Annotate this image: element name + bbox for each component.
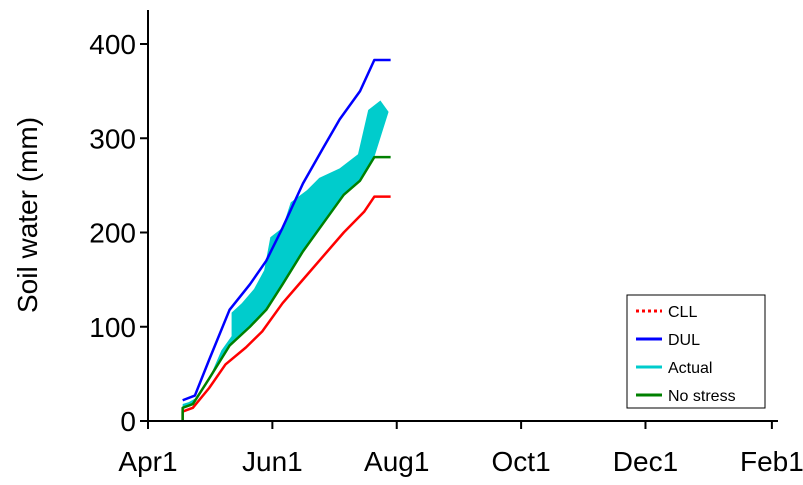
y-tick-label: 400	[89, 29, 136, 60]
y-axis-title: Soil water (mm)	[12, 117, 43, 313]
series-dul-line	[182, 58, 391, 402]
y-tick-label: 200	[89, 218, 136, 249]
y-tick-label: 0	[120, 406, 136, 437]
legend-label-no-stress: No stress	[668, 388, 736, 405]
x-tick-label: Dec1	[613, 446, 678, 477]
x-tick-label: Oct1	[492, 446, 551, 477]
axes-layer	[147, 10, 778, 422]
x-tick-label: Aug1	[364, 446, 429, 477]
legend-label-cll: CLL	[668, 304, 697, 321]
series-layer	[181, 58, 391, 421]
y-tick-label: 300	[89, 123, 136, 154]
ticks-layer: 0 100 200 300 400 Apr1 Jun1 Aug1 Oct1 Dec1 Feb1	[89, 29, 803, 477]
legend-label-actual: Actual	[668, 360, 712, 377]
x-tick-label: Jun1	[242, 446, 303, 477]
legend-box	[626, 294, 766, 409]
x-tick-label: Apr1	[118, 446, 177, 477]
series-cll-line	[181, 195, 391, 421]
series-no-stress-line	[181, 155, 391, 421]
legend: CLL DUL Actual No stress	[626, 294, 766, 409]
y-tick-label: 100	[89, 312, 136, 343]
legend-label-dul: DUL	[668, 332, 700, 349]
x-tick-label: Feb1	[740, 446, 803, 477]
